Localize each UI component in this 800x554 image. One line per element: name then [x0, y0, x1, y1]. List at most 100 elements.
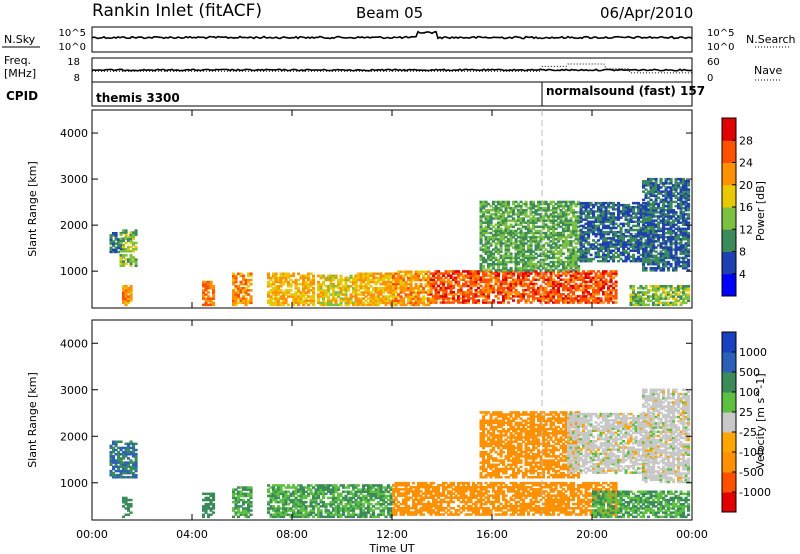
- heatmap-cell: [637, 222, 641, 226]
- heatmap-cell: [364, 295, 368, 298]
- heatmap-cell: [504, 280, 508, 284]
- heatmap-cell: [359, 282, 363, 286]
- heatmap-cell: [499, 291, 503, 294]
- heatmap-cell: [419, 278, 423, 282]
- heatmap-cell: [322, 301, 326, 305]
- heatmap-cell: [649, 252, 653, 255]
- heatmap-cell: [524, 215, 528, 218]
- heatmap-cell: [354, 297, 358, 300]
- heatmap-cell: [499, 221, 503, 224]
- heatmap-cell: [404, 280, 408, 284]
- heatmap-cell: [519, 235, 523, 239]
- heatmap-cell: [212, 301, 216, 305]
- heatmap-cell: [604, 278, 608, 281]
- heatmap-cell: [579, 255, 583, 259]
- heatmap-cell: [242, 509, 246, 512]
- nsky-panel-frame: [91, 26, 693, 53]
- heatmap-cell: [484, 252, 488, 255]
- heatmap-cell: [667, 260, 671, 264]
- heatmap-cell: [609, 243, 613, 246]
- heatmap-cell: [292, 498, 296, 502]
- heatmap-cell: [557, 238, 561, 241]
- heatmap-cell: [659, 244, 663, 247]
- heatmap-cell: [659, 295, 663, 298]
- heatmap-cell: [119, 254, 123, 257]
- heatmap-cell: [134, 453, 138, 456]
- heatmap-cell: [532, 231, 536, 235]
- heatmap-cell: [277, 509, 281, 512]
- heatmap-cell: [377, 280, 381, 284]
- heatmap-cell: [409, 291, 413, 294]
- heatmap-cell: [612, 208, 616, 211]
- heatmap-cell: [634, 214, 638, 217]
- heatmap-cell: [554, 233, 558, 237]
- heatmap-cell: [547, 264, 551, 268]
- heatmap-cell: [567, 200, 571, 204]
- heatmap-cell: [637, 245, 641, 248]
- heatmap-cell: [637, 230, 641, 234]
- heatmap-cell: [624, 251, 628, 255]
- heatmap-cell: [132, 260, 136, 263]
- heatmap-cell: [574, 262, 578, 266]
- heatmap-cell: [132, 455, 136, 458]
- heatmap-cell: [134, 463, 138, 466]
- heatmap-cell: [519, 284, 523, 288]
- heatmap-cell: [687, 233, 691, 237]
- heatmap-cell: [294, 282, 298, 286]
- heatmap-cell: [384, 295, 388, 298]
- heatmap-cell: [477, 286, 481, 290]
- heatmap-cell: [399, 297, 403, 300]
- heatmap-cell: [679, 246, 683, 249]
- heatmap-cell: [672, 211, 676, 214]
- heatmap-cell: [597, 255, 601, 259]
- heatmap-cell: [677, 299, 681, 302]
- heatmap-cell: [617, 239, 621, 242]
- heatmap-cell: [502, 217, 506, 220]
- heatmap-cell: [514, 264, 518, 268]
- heatmap-cell: [682, 202, 686, 206]
- heatmap-cell: [279, 486, 283, 489]
- heatmap-cell: [544, 269, 548, 272]
- heatmap-cell: [472, 284, 476, 288]
- heatmap-cell: [557, 288, 561, 292]
- heatmap-cell: [552, 280, 556, 284]
- heatmap-cell: [209, 280, 213, 284]
- heatmap-cell: [649, 238, 653, 241]
- heatmap-cell: [669, 211, 673, 214]
- heatmap-cell: [512, 295, 516, 298]
- heatmap-cell: [492, 209, 496, 212]
- colorbar-segment: [722, 251, 736, 275]
- heatmap-cell: [387, 295, 391, 298]
- heatmap-cell: [637, 210, 641, 213]
- heatmap-cell: [497, 217, 501, 220]
- heatmap-cell: [319, 498, 323, 502]
- heatmap-cell: [419, 301, 423, 305]
- heatmap-cell: [634, 249, 638, 252]
- heatmap-cell: [612, 249, 616, 252]
- heatmap-cell: [494, 229, 498, 233]
- heatmap-cell: [614, 226, 618, 230]
- heatmap-cell: [652, 285, 656, 288]
- heatmap-cell: [542, 215, 546, 218]
- heatmap-cell: [654, 240, 658, 243]
- heatmap-cell: [577, 256, 581, 260]
- heatmap-cell: [302, 299, 306, 302]
- heatmap-cell: [562, 242, 566, 245]
- heatmap-cell: [294, 505, 298, 508]
- heatmap-cell: [284, 507, 288, 510]
- heatmap-cell: [239, 282, 243, 286]
- heatmap-cell: [232, 515, 236, 519]
- heatmap-cell: [587, 280, 591, 284]
- heatmap-cell: [569, 258, 573, 262]
- heatmap-cell: [577, 288, 581, 292]
- heatmap-cell: [507, 276, 511, 279]
- heatmap-cell: [269, 486, 273, 489]
- heatmap-cell: [357, 297, 361, 300]
- heatmap-cell: [599, 216, 603, 219]
- heatmap-cell: [247, 494, 251, 498]
- heatmap-cell: [414, 297, 418, 300]
- heatmap-cell: [679, 198, 683, 202]
- heatmap-cell: [467, 270, 471, 273]
- heatmap-cell: [564, 235, 568, 239]
- heatmap-cell: [654, 196, 658, 200]
